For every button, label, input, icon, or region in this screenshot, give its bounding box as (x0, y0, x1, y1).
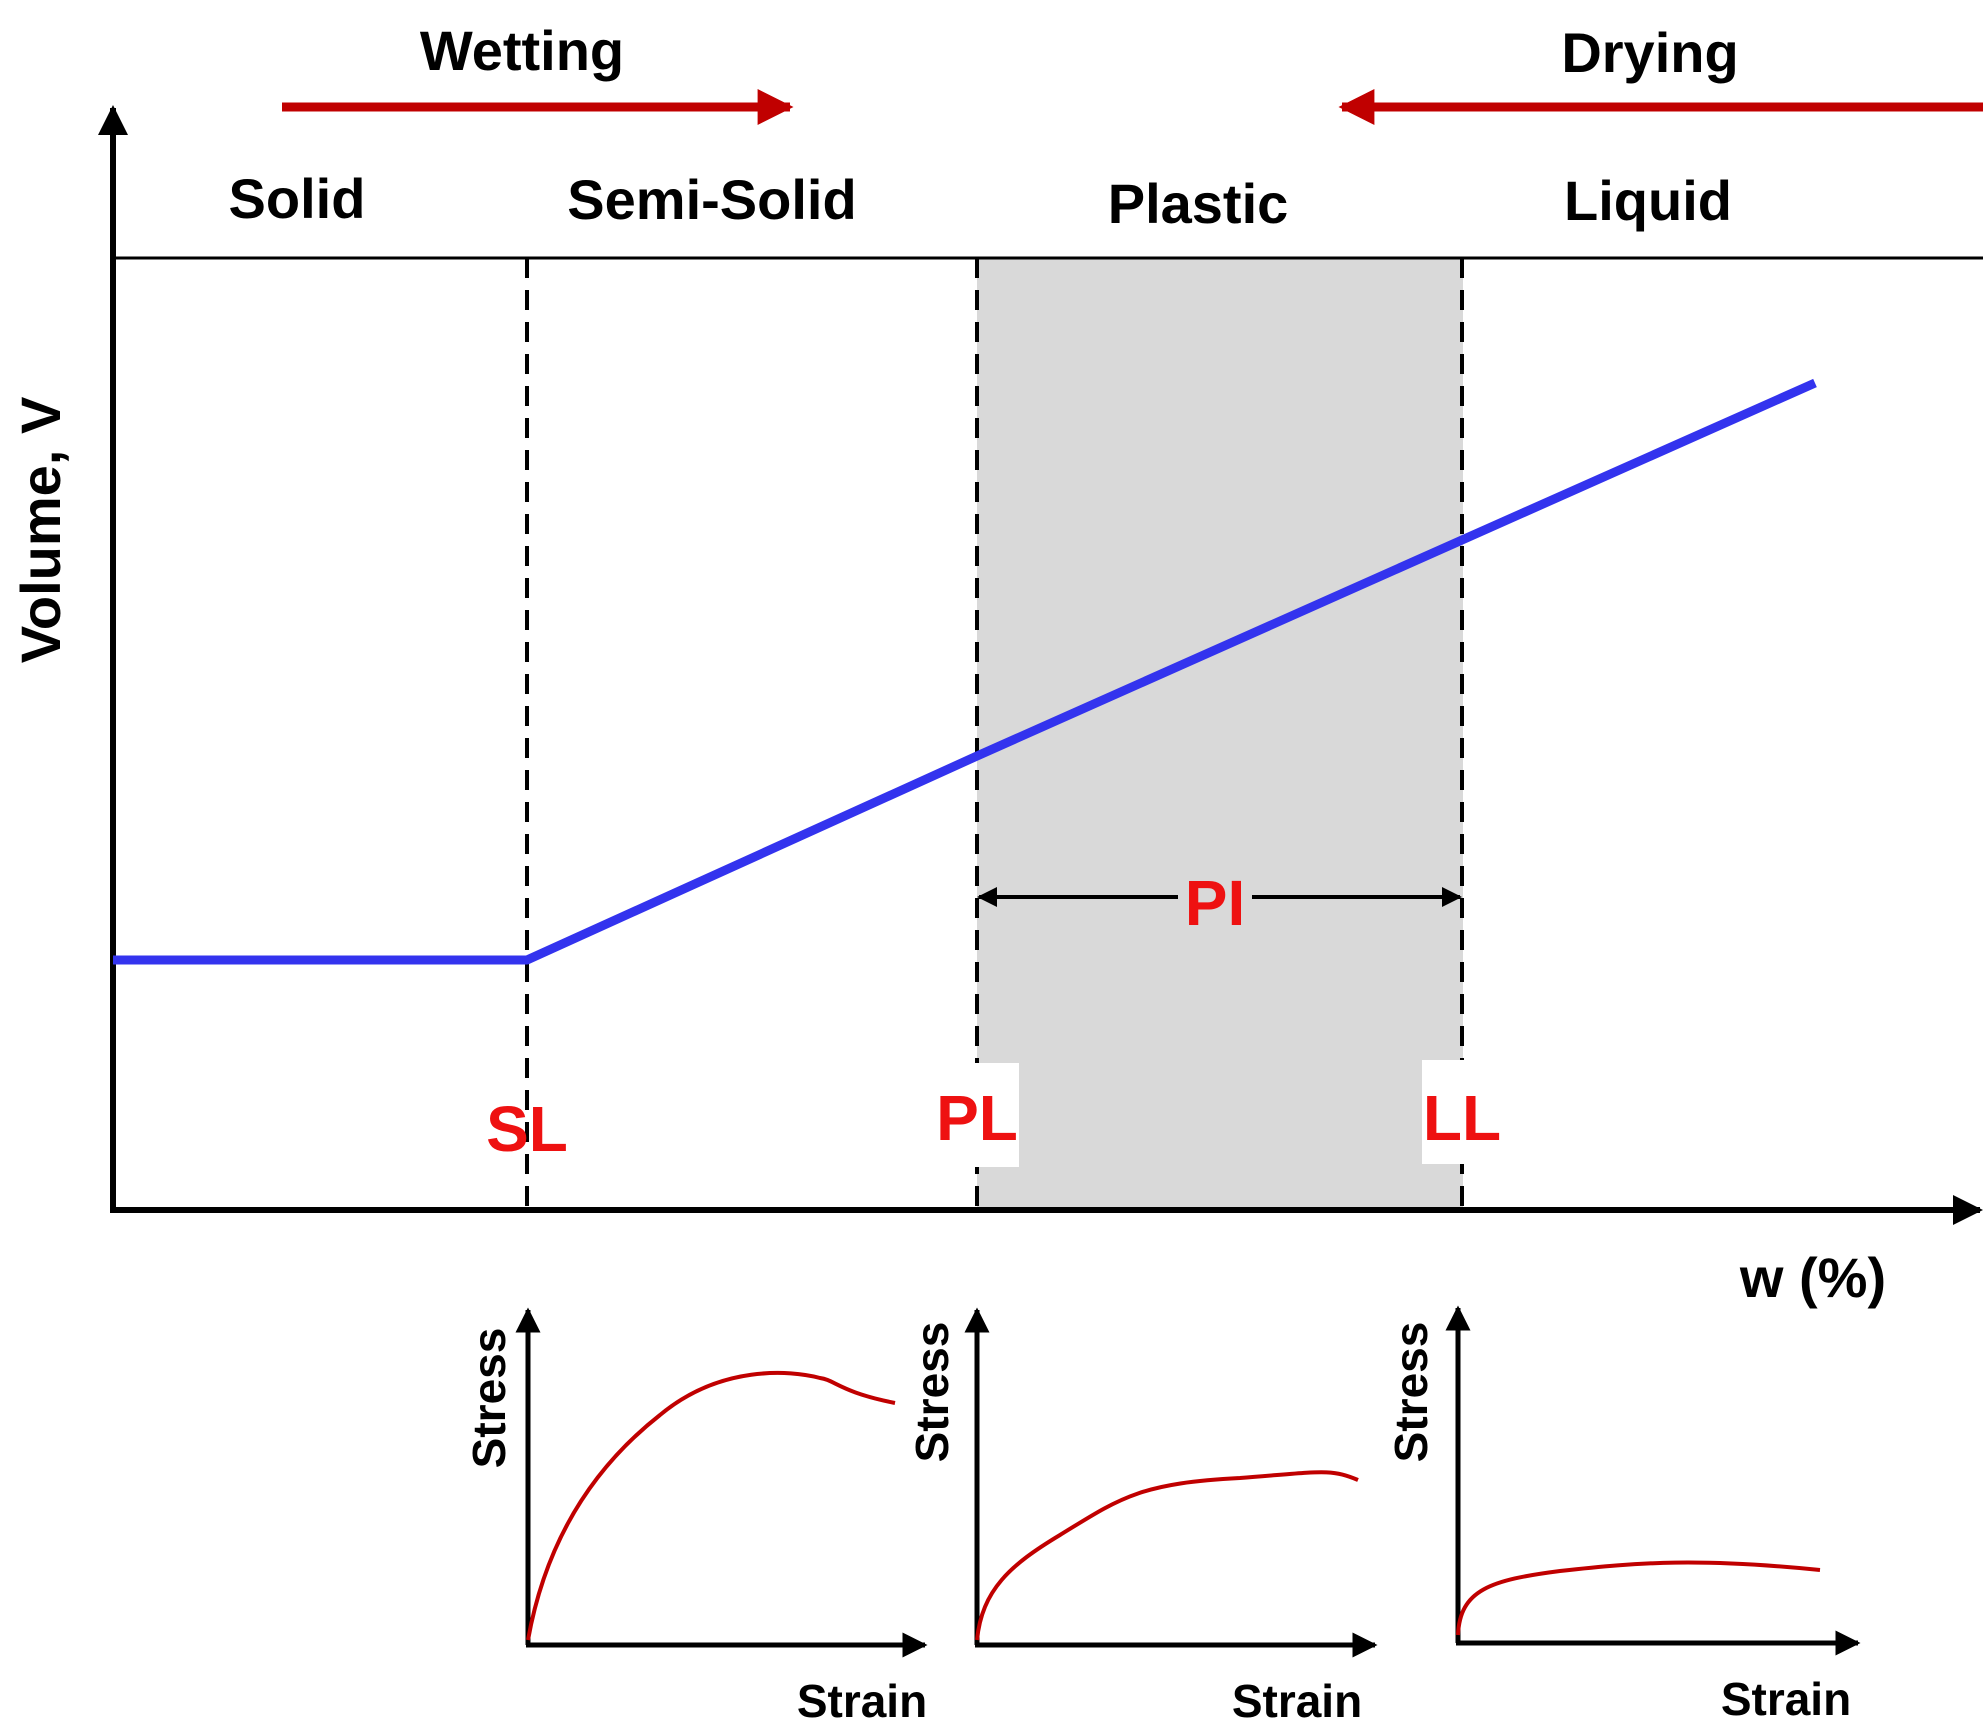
strain-label: Strain (1721, 1673, 1851, 1725)
stress-label: Stress (906, 1322, 958, 1463)
stress-strain-chart-liquid: Stress Strain (1385, 1305, 1861, 1725)
ll-label-background (1422, 1060, 1502, 1164)
pl-label: PL (936, 1082, 1018, 1154)
stress-curve (526, 1370, 896, 1641)
pi-label: PI (1185, 867, 1245, 939)
volume-curve (113, 378, 1817, 965)
plastic-region-shading (977, 258, 1463, 1210)
state-label-plastic: Plastic (1108, 172, 1289, 235)
pl-label-background (937, 1063, 1019, 1167)
stress-strain-chart-plastic: Stress Strain (906, 1307, 1378, 1727)
state-label-solid: Solid (229, 167, 366, 230)
y-axis-label: Volume, V (9, 397, 72, 664)
strain-label: Strain (797, 1675, 927, 1727)
state-label-liquid: Liquid (1564, 169, 1732, 232)
wetting-label: Wetting (420, 19, 624, 82)
sl-label: SL (486, 1093, 568, 1165)
stress-curve (975, 1470, 1359, 1641)
stress-curve (1456, 1560, 1821, 1636)
ll-label: LL (1423, 1082, 1501, 1154)
x-axis-label: w (%) (1739, 1246, 1886, 1309)
stress-label: Stress (463, 1328, 515, 1469)
strain-label: Strain (1232, 1675, 1362, 1727)
stress-strain-chart-semi-solid: Stress Strain (463, 1307, 928, 1727)
state-label-semi-solid: Semi-Solid (567, 168, 856, 231)
drying-label: Drying (1561, 21, 1738, 84)
stress-label: Stress (1385, 1322, 1437, 1463)
